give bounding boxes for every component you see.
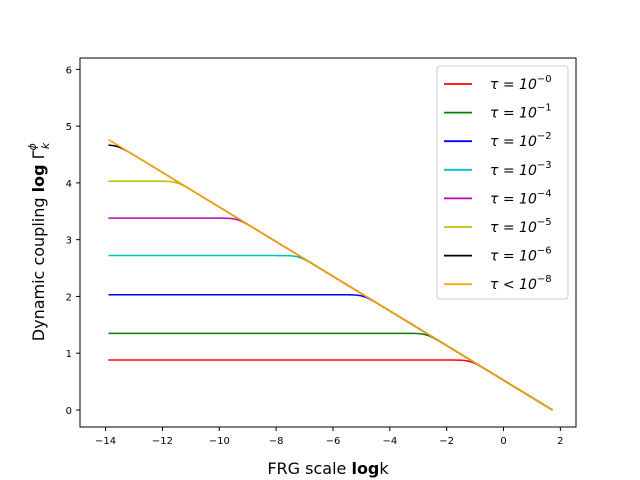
y-tick-label: 3	[66, 236, 72, 247]
x-tick-label: −8	[269, 436, 284, 447]
y-tick-label: 1	[66, 349, 72, 360]
legend-label-exponent: −3	[537, 160, 552, 171]
legend-label-base: τ = 10	[490, 220, 537, 236]
x-tick-label: −6	[326, 436, 341, 447]
legend-frame	[436, 65, 569, 300]
legend-label-exponent: −4	[537, 188, 552, 199]
x-axis-label-prefix: FRG scale	[267, 459, 351, 478]
y-axis-label: Dynamic coupling log Γϕk	[26, 142, 52, 341]
legend-entries: τ = 10−0τ = 10−1τ = 10−2τ = 10−3τ = 10−4…	[444, 74, 552, 293]
legend-label: τ < 10−8	[490, 274, 552, 293]
legend-label-base: τ < 10	[490, 277, 537, 293]
legend-label: τ = 10−6	[490, 246, 552, 265]
legend-label-exponent: −8	[537, 274, 552, 285]
y-axis-label-prefix: Dynamic coupling	[29, 192, 48, 341]
legend-label-base: τ = 10	[490, 163, 537, 179]
legend-label-exponent: −0	[537, 74, 552, 85]
legend-label: τ = 10−0	[490, 74, 552, 93]
x-tick-label: −10	[209, 436, 230, 447]
y-tick-label: 5	[66, 122, 72, 133]
y-tick-label: 6	[66, 65, 72, 76]
legend-label-base: τ = 10	[490, 249, 537, 265]
x-tick-label: 0	[500, 436, 506, 447]
y-tick-label: 4	[66, 179, 72, 190]
legend-label: τ = 10−1	[490, 103, 552, 122]
y-axis-label-log: log	[29, 164, 48, 192]
legend-label: τ = 10−5	[490, 217, 552, 236]
legend-label-exponent: −2	[537, 131, 552, 142]
x-axis-ticks: −14 −12 −10 −8 −6 −4 −2 0 2	[95, 427, 564, 447]
x-axis-label-log: log	[351, 459, 379, 478]
legend-label-exponent: −1	[537, 103, 552, 114]
y-tick-label: 2	[66, 292, 72, 303]
plot-frame	[79, 57, 577, 428]
legend-label-exponent: −6	[537, 246, 552, 257]
x-tick-label: −14	[95, 436, 116, 447]
y-axis-label-superscript: ϕ	[26, 143, 39, 150]
x-axis-label-variable: k	[379, 459, 389, 478]
x-axis-label: FRG scale logk	[267, 459, 389, 478]
legend: τ = 10−0τ = 10−1τ = 10−2τ = 10−3τ = 10−4…	[436, 65, 569, 300]
y-tick-label: 0	[66, 406, 72, 417]
legend-label: τ = 10−2	[490, 131, 552, 150]
legend-label-exponent: −5	[537, 217, 552, 228]
x-tick-label: 2	[557, 436, 563, 447]
y-axis-ticks: 0 1 2 3 4 5 6	[66, 65, 80, 417]
legend-label: τ = 10−4	[490, 188, 552, 207]
x-tick-label: −12	[152, 436, 173, 447]
legend-label-base: τ = 10	[490, 77, 537, 93]
y-axis-label-symbol: Γ	[29, 150, 48, 159]
legend-label-base: τ = 10	[490, 134, 537, 150]
x-tick-label: −4	[382, 436, 397, 447]
legend-label-base: τ = 10	[490, 106, 537, 122]
legend-label-base: τ = 10	[490, 191, 537, 207]
series-line	[108, 138, 553, 411]
legend-label: τ = 10−3	[490, 160, 552, 179]
x-tick-label: −2	[439, 436, 454, 447]
y-axis-label-subscript: k	[39, 142, 52, 149]
series-layer	[108, 138, 553, 411]
